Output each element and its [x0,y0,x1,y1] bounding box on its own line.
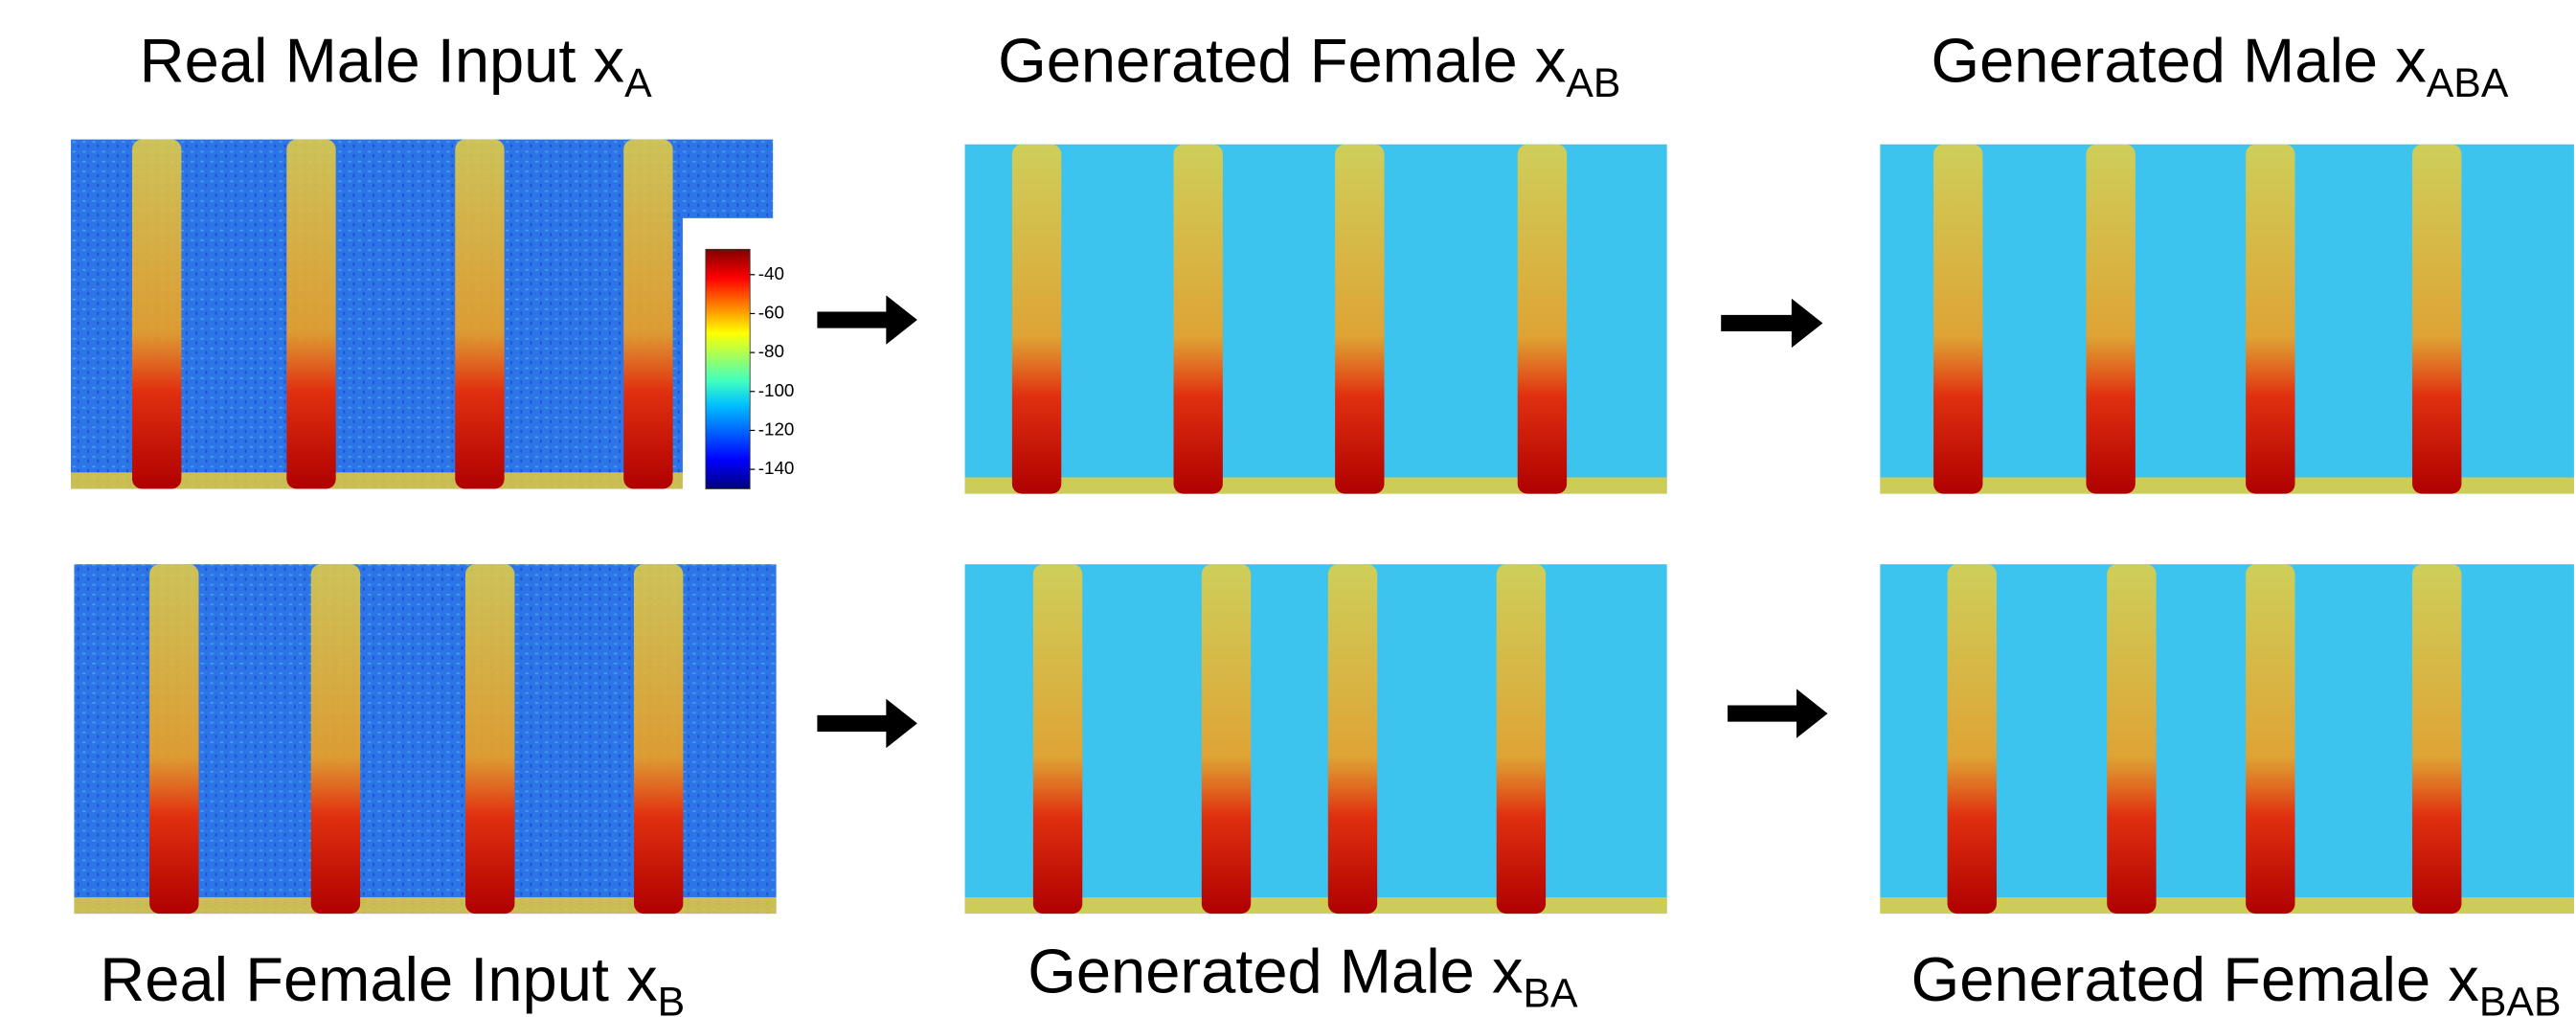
spectrogram [71,139,774,489]
spectrogram-bg [1880,144,2574,494]
formant-band [455,139,505,489]
title-subscript: B [658,979,686,1017]
title-text: Real Male Input x [140,26,624,96]
colorbar-tick-label: -80 [758,341,784,361]
formant-band [2086,144,2135,494]
spectrogram [74,564,777,915]
formant-band [2246,564,2295,915]
low-freq-strip [71,472,774,489]
low-freq-strip [964,477,1667,494]
panel-title: Generated Male xBA [1028,936,1578,1016]
panel-title: Generated Female xBAB [1911,944,2562,1017]
colorbar-tick-label: -40 [758,263,784,283]
formant-band [2107,564,2157,915]
formant-band [2412,144,2462,494]
low-freq-strip [964,896,1667,915]
formant-band [1173,144,1223,494]
arrows [817,295,1828,749]
low-freq-strip [74,896,777,915]
formant-band [1011,144,1062,494]
arrow [817,698,917,749]
title-subscript: A [624,60,652,106]
formant-band [633,564,684,915]
title-subscript: AB [1566,60,1620,106]
formant-band [623,139,673,489]
formant-band [1517,144,1568,494]
panel-title: Generated Male xABA [1931,26,2508,106]
formant-band [132,139,182,489]
colorbar-tick-label: -140 [758,458,795,478]
title-subscript: BA [1524,971,1579,1017]
formant-band [1335,144,1385,494]
title-text: Generated Male x [1931,26,2426,96]
panel-title: Real Male Input xA [140,26,652,106]
formant-band [2246,144,2295,494]
title-text: Generated Male x [1028,936,1523,1006]
formant-band [1327,564,1378,915]
formant-band [465,564,515,915]
spectrogram [1880,144,2574,494]
panel-title: Real Female Input xB [100,944,685,1017]
title-subscript: ABA [2427,60,2509,106]
colorbar-tick-label: -100 [758,380,795,400]
title-text: Generated Female x [998,26,1566,96]
formant-band [1201,564,1252,915]
arrow [1721,298,1823,349]
title-text: Real Female Input x [100,944,657,1014]
arrow [1728,689,1828,738]
formant-band [286,139,336,489]
colorbar-scale [705,248,751,489]
low-freq-strip [1880,896,2574,915]
formant-band [2412,564,2462,915]
formant-band [1947,564,1997,915]
colorbar-tick-label: -120 [758,418,795,439]
spectrogram [1880,564,2574,915]
spectrograms [71,139,2574,915]
arrow [817,295,917,345]
colorbar: -40 -60 -80 -100 -120 -140 [682,217,795,492]
formant-band [1933,144,1983,494]
spectrogram [964,144,1667,494]
panel-title: Generated Female xAB [998,26,1620,106]
low-freq-strip [1880,477,2574,494]
formant-band [1032,564,1083,915]
title-subscript: BAB [2479,979,2562,1017]
title-text: Generated Female x [1911,944,2479,1014]
formant-band [1496,564,1547,915]
spectrogram [964,564,1667,915]
formant-band [310,564,361,915]
formant-band [149,564,199,915]
colorbar-tick-label: -60 [758,302,784,322]
